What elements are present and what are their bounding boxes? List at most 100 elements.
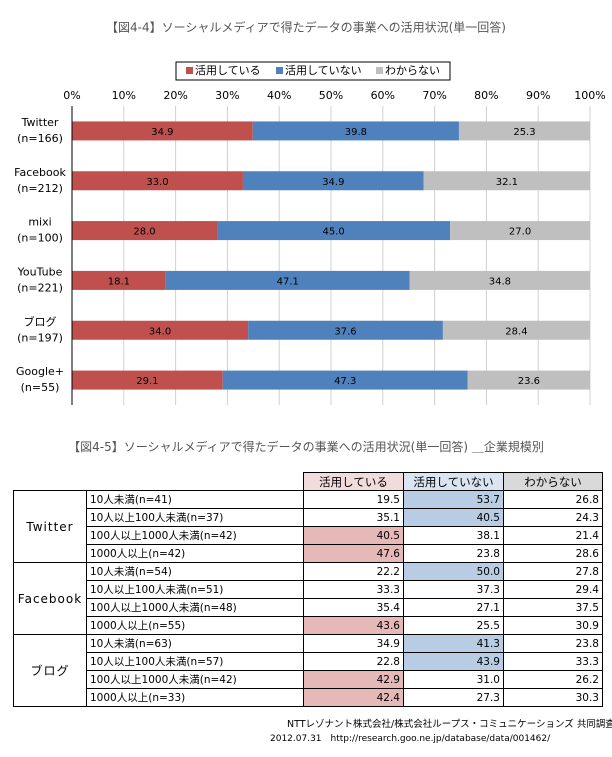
- table-value: 30.3: [503, 688, 603, 707]
- row-label: 10人未満(n=63): [86, 634, 304, 653]
- table-row: Facebook 10人未満(n=54) 22.2 50.0 27.8: [13, 562, 603, 635]
- x-tick-label: 90%: [526, 89, 550, 102]
- table-row: Twitter 10人未満(n=41) 19.5 53.7 26.8: [13, 490, 603, 563]
- chart-title: 【図4-4】ソーシャルメディアで得たデータの事業への活用状況(単一回答): [106, 20, 506, 35]
- row-label: 100人以上1000人未満(n=48): [86, 598, 304, 617]
- table-value: 24.3: [503, 508, 603, 527]
- table-value: 43.9: [403, 652, 504, 671]
- table-value: 28.6: [503, 544, 603, 563]
- legend-swatch: [276, 67, 283, 74]
- y-tick-label: ブログ: [24, 314, 57, 328]
- data-label: 47.1: [277, 276, 299, 287]
- y-tick-label: (n=55): [21, 381, 60, 394]
- data-label: 23.6: [518, 376, 540, 387]
- table-value: 26.2: [503, 670, 603, 689]
- row-label: 10人未満(n=54): [86, 562, 304, 581]
- table-value: 37.3: [403, 580, 504, 599]
- legend-label: 活用していない: [285, 64, 362, 77]
- bar-segment: [248, 320, 443, 340]
- x-tick-label: 20%: [163, 89, 187, 102]
- table-value: 34.9: [303, 634, 404, 653]
- table-value: 23.8: [503, 634, 603, 653]
- header-row: 活用している 活用していない わからない: [13, 472, 603, 491]
- row-label: 10人以上100人未満(n=37): [86, 508, 304, 527]
- table-value: 42.4: [303, 688, 404, 707]
- x-tick-label: 10%: [112, 89, 136, 102]
- group-label: Facebook: [13, 562, 87, 635]
- table-row: 10人以上100人未満(n=37) 35.1 40.5 24.3: [14, 508, 603, 527]
- y-tick-label: Google+: [16, 365, 64, 378]
- header-blank: [13, 472, 304, 491]
- bar-segment: [72, 320, 249, 340]
- table-value: 41.3: [403, 634, 504, 653]
- data-label: 32.1: [496, 177, 518, 188]
- row-label: 100人以上1000人未満(n=42): [86, 670, 304, 689]
- table-value: 29.4: [503, 580, 603, 599]
- data-label: 27.0: [509, 227, 531, 238]
- table-value: 50.0: [403, 562, 504, 581]
- x-tick-label: 50%: [319, 89, 343, 102]
- data-label: 33.0: [146, 177, 168, 188]
- x-tick-label: 60%: [371, 89, 395, 102]
- bar-segment: [165, 270, 410, 290]
- table-row: 1000人以上(n=33) 42.4 27.3 30.3: [14, 688, 603, 707]
- row-label: 10人以上100人未満(n=57): [86, 652, 304, 671]
- data-label: 34.0: [149, 326, 171, 337]
- column-header: わからない: [503, 472, 603, 491]
- table-value: 27.3: [403, 688, 504, 707]
- table-value: 19.5: [303, 490, 404, 509]
- data-label: 29.1: [136, 376, 158, 387]
- table-title: 【図4-5】ソーシャルメディアで得たデータの事業への活用状況(単一回答) ＿企業…: [68, 440, 544, 454]
- table-value: 35.4: [303, 598, 404, 617]
- legend-swatch: [186, 67, 193, 74]
- table-row: 10人以上100人未満(n=57) 22.8 43.9 33.3: [14, 652, 603, 671]
- x-tick-label: 70%: [422, 89, 446, 102]
- data-label: 18.1: [108, 276, 130, 287]
- table-value: 33.3: [503, 652, 603, 671]
- bar-segment: [409, 270, 590, 290]
- row-label: 1000人以上(n=55): [86, 616, 304, 635]
- table-row: 10人以上100人未満(n=51) 33.3 37.3 29.4: [14, 580, 603, 599]
- table-row: 1000人以上(n=55) 43.6 25.5 30.9: [14, 616, 603, 635]
- bar-segment: [72, 171, 243, 191]
- table-value: 26.8: [503, 490, 603, 509]
- bar-segment: [242, 171, 424, 191]
- data-label: 28.0: [133, 227, 155, 238]
- table-value: 37.5: [503, 598, 603, 617]
- footer-date-url: 2012.07.31 http://research.goo.ne.jp/dat…: [270, 734, 551, 744]
- bar-segment: [222, 370, 468, 390]
- group-label: Twitter: [13, 490, 87, 563]
- bar-segment: [450, 221, 590, 241]
- table-value: 27.8: [503, 562, 603, 581]
- y-tick-label: Twitter: [21, 116, 59, 129]
- x-tick-label: 40%: [267, 89, 291, 102]
- table-row: 100人以上1000人未満(n=42) 40.5 38.1 21.4: [14, 526, 603, 545]
- row-label: 10人以上100人未満(n=51): [86, 580, 304, 599]
- legend-box: [175, 61, 451, 81]
- column-header: 活用していない: [403, 472, 504, 491]
- y-tick-label: (n=166): [17, 132, 63, 145]
- bar-segment: [252, 121, 459, 141]
- table-value: 22.2: [303, 562, 404, 581]
- bar-segment: [72, 370, 223, 390]
- bar-segment: [458, 121, 590, 141]
- row-label: 1000人以上(n=42): [86, 544, 304, 563]
- x-tick-label: 80%: [474, 89, 498, 102]
- bar-segment: [72, 221, 218, 241]
- data-label: 37.6: [334, 326, 356, 337]
- table-row: 1000人以上(n=42) 47.6 23.8 28.6: [14, 544, 603, 563]
- y-tick-label: (n=212): [17, 182, 63, 195]
- data-label: 39.8: [345, 127, 367, 138]
- bar-segment: [72, 121, 253, 141]
- x-tick-label: 30%: [215, 89, 239, 102]
- y-tick-label: Facebook: [14, 166, 66, 179]
- table-value: 25.5: [403, 616, 504, 635]
- bar-segment: [442, 320, 590, 340]
- row-label: 1000人以上(n=33): [86, 688, 304, 707]
- table-value: 40.5: [403, 508, 504, 527]
- table-value: 33.3: [303, 580, 404, 599]
- footer-credit: NTTレゾナント株式会社/株式会社ループス・コミュニケーションズ 共同調査: [287, 719, 612, 730]
- table-value: 23.8: [403, 544, 504, 563]
- table-row: ブログ 10人未満(n=63) 34.9 41.3 23.8: [13, 634, 603, 707]
